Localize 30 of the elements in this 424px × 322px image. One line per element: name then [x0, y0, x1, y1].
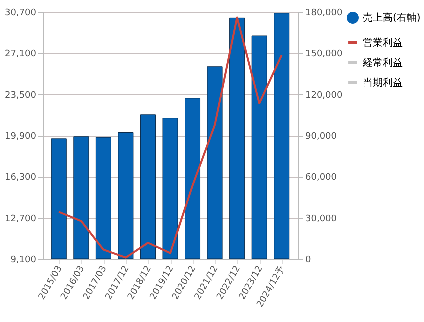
bar	[51, 138, 67, 260]
bar	[252, 36, 268, 260]
bar	[274, 13, 290, 260]
y2-tick-label: 180,000	[306, 8, 343, 18]
legend-label: 当期利益	[363, 77, 403, 89]
bar	[96, 137, 112, 260]
bar	[185, 98, 201, 260]
y2-tick-label: 30,000	[306, 214, 338, 224]
legend-label: 売上高(右軸)	[363, 12, 421, 24]
y-tick-label: 19,900	[5, 132, 37, 142]
y2-tick-label: 60,000	[306, 173, 338, 184]
legend-label: 営業利益	[363, 37, 403, 49]
y-tick-label: 9,100	[10, 256, 37, 266]
y2-tick-label: 90,000	[306, 132, 338, 142]
y2-tick-label: 0	[306, 256, 312, 266]
y-tick-label: 16,300	[5, 173, 37, 184]
bar	[230, 18, 246, 260]
y-tick-label: 30,700	[5, 8, 37, 18]
bar	[118, 132, 134, 260]
bar	[140, 114, 156, 260]
y-tick-label: 12,700	[5, 214, 37, 224]
bar	[207, 66, 223, 260]
bar	[74, 136, 90, 260]
y-tick-label: 23,500	[5, 90, 37, 101]
y2-tick-label: 150,000	[306, 50, 343, 60]
line-series	[58, 16, 283, 259]
bar	[162, 118, 178, 260]
y-tick-label: 27,100	[5, 50, 37, 60]
legend-label: 経常利益	[362, 57, 403, 69]
y2-tick-label: 120,000	[306, 90, 343, 101]
